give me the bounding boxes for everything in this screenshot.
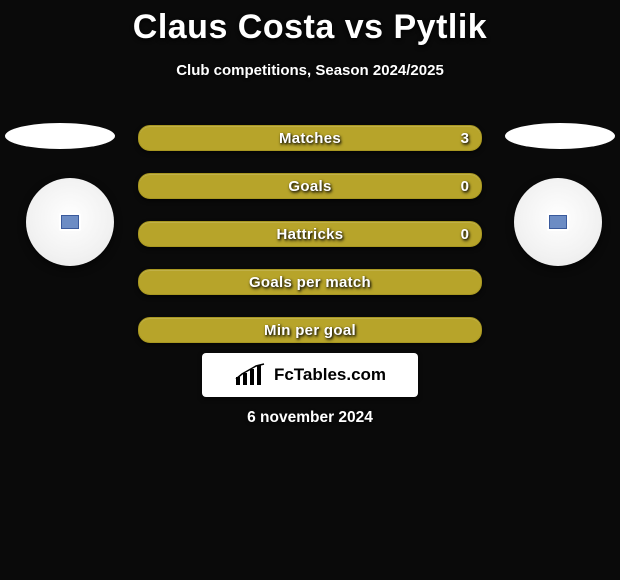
generated-date: 6 november 2024	[0, 409, 620, 427]
decorative-oval-right	[505, 123, 615, 149]
player2-name: Pytlik	[394, 8, 488, 46]
player1-name: Claus Costa	[133, 8, 335, 46]
comparison-card: Claus Costa vs Pytlik Club competitions,…	[0, 0, 620, 580]
stat-bar-hattricks: Hattricks 0	[138, 221, 482, 247]
decorative-oval-left	[5, 123, 115, 149]
vs-label: vs	[345, 8, 384, 46]
placeholder-icon	[59, 213, 81, 231]
stat-bar-min-per-goal: Min per goal	[138, 317, 482, 343]
stat-label: Matches	[279, 130, 341, 147]
subtitle: Club competitions, Season 2024/2025	[0, 62, 620, 79]
stat-right-value: 3	[461, 126, 469, 150]
logo-text: FcTables.com	[274, 365, 386, 385]
stat-label: Hattricks	[277, 226, 344, 243]
stat-bar-matches: Matches 3	[138, 125, 482, 151]
placeholder-icon	[547, 213, 569, 231]
fctables-logo-link[interactable]: FcTables.com	[202, 353, 418, 397]
bars-chart-icon	[234, 363, 268, 387]
player1-avatar	[26, 178, 114, 266]
page-title: Claus Costa vs Pytlik	[0, 8, 620, 47]
stats-bars: Matches 3 Goals 0 Hattricks 0 Goals per …	[138, 125, 482, 365]
stat-label: Min per goal	[264, 322, 356, 339]
stat-label: Goals per match	[249, 274, 371, 291]
player2-avatar	[514, 178, 602, 266]
stat-bar-goals-per-match: Goals per match	[138, 269, 482, 295]
stat-right-value: 0	[461, 222, 469, 246]
stat-bar-goals: Goals 0	[138, 173, 482, 199]
stat-right-value: 0	[461, 174, 469, 198]
stat-label: Goals	[288, 178, 331, 195]
